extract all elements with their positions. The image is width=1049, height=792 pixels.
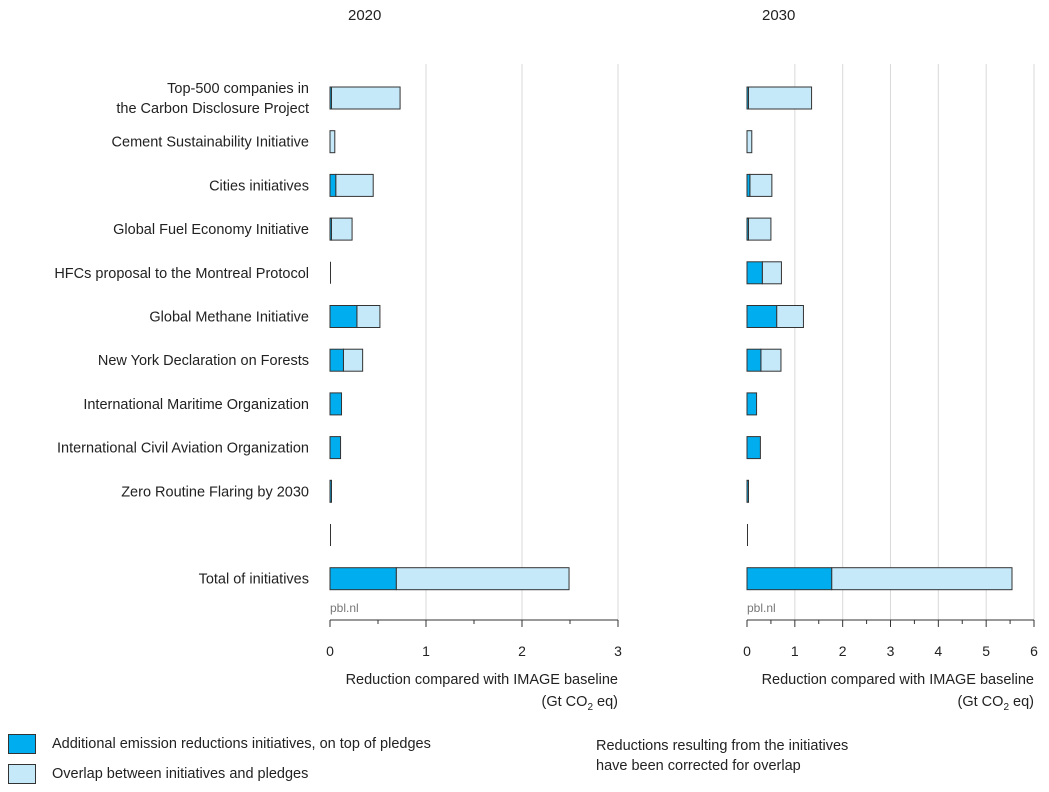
x-axis-unit: (Gt CO2 eq) (542, 694, 618, 713)
bar-additional (746, 217, 749, 241)
bar-overlap (776, 305, 804, 328)
bar-additional (329, 173, 337, 197)
x-tick-label: 0 (743, 643, 751, 659)
category-label: Cement Sustainability Initiative (112, 135, 309, 151)
category-label: New York Declaration on Forests (98, 353, 309, 369)
bar-additional (329, 479, 332, 503)
category-label: International Civil Aviation Organizatio… (57, 441, 309, 457)
bar-overlap (330, 217, 353, 241)
category-label: Zero Routine Flaring by 2030 (121, 484, 309, 500)
overlap-note: Reductions resulting from the initiative… (596, 736, 848, 776)
bar-overlap (335, 173, 374, 197)
legend-item-additional: Additional emission reductions initiativ… (8, 732, 431, 756)
x-tick-label: 3 (614, 643, 622, 659)
bar-additional (746, 567, 833, 591)
bar-additional (746, 305, 778, 328)
bar-overlap (749, 173, 773, 197)
category-label: Global Fuel Economy Initiative (113, 222, 309, 238)
bar-additional (329, 567, 397, 591)
x-tick-label: 6 (1030, 643, 1038, 659)
bar-additional (746, 173, 751, 197)
category-label: the Carbon Disclosure Project (116, 101, 309, 117)
x-tick-label: 3 (887, 643, 895, 659)
bar-additional (329, 436, 342, 460)
x-tick-label: 2 (839, 643, 847, 659)
category-label: Total of initiatives (199, 572, 309, 588)
x-tick-label: 2 (518, 643, 526, 659)
bar-additional (746, 86, 749, 110)
bar-overlap (342, 348, 364, 372)
legend: Additional emission reductions initiativ… (8, 732, 431, 792)
legend-label-additional: Additional emission reductions initiativ… (52, 736, 431, 752)
bar-additional (746, 479, 749, 503)
bar-additional (746, 348, 762, 372)
legend-item-overlap: Overlap between initiatives and pledges (8, 762, 431, 786)
bar-overlap (761, 261, 782, 285)
category-label: Global Methane Initiative (149, 310, 309, 326)
x-tick-label: 1 (791, 643, 799, 659)
bar-overlap (746, 217, 772, 241)
bar-additional (329, 86, 332, 110)
source-label: pbl.nl (747, 601, 776, 615)
category-label: HFCs proposal to the Montreal Protocol (54, 266, 309, 282)
bar-overlap (330, 86, 401, 110)
bar-overlap (746, 130, 753, 154)
panel-title: 2020 (348, 7, 381, 24)
x-axis-unit: (Gt CO2 eq) (958, 694, 1034, 713)
panel-title: 2030 (762, 7, 795, 24)
legend-swatch-additional (8, 734, 36, 754)
x-tick-label: 5 (982, 643, 990, 659)
bar-overlap (746, 86, 813, 110)
bar-additional (746, 436, 761, 460)
bar-additional (746, 261, 763, 285)
x-tick-label: 0 (326, 643, 334, 659)
legend-swatch-overlap (8, 764, 36, 784)
note-line-1: Reductions resulting from the initiative… (596, 738, 849, 754)
x-axis-label: Reduction compared with IMAGE baseline (762, 672, 1034, 688)
bar-additional (329, 392, 343, 416)
bar-overlap (831, 567, 1013, 591)
x-tick-label: 1 (422, 643, 430, 659)
category-label: Cities initiatives (209, 178, 309, 194)
bar-additional (329, 348, 344, 372)
x-tick-label: 4 (934, 643, 942, 659)
category-label: Top-500 companies in (167, 81, 309, 97)
bar-additional (329, 217, 332, 241)
bar-overlap (760, 348, 782, 372)
bar-overlap (395, 567, 570, 591)
note-line-2: have been corrected for overlap (596, 758, 801, 774)
bar-additional (329, 305, 358, 328)
bar-overlap (329, 130, 336, 154)
legend-label-overlap: Overlap between initiatives and pledges (52, 766, 309, 782)
bar-overlap (356, 305, 381, 328)
category-label: International Maritime Organization (83, 397, 309, 413)
source-label: pbl.nl (330, 601, 359, 615)
chart-area: Top-500 companies in the Carbon Disclosur… (54, 7, 1038, 713)
bar-additional (746, 392, 758, 416)
x-axis-label: Reduction compared with IMAGE baseline (346, 672, 618, 688)
